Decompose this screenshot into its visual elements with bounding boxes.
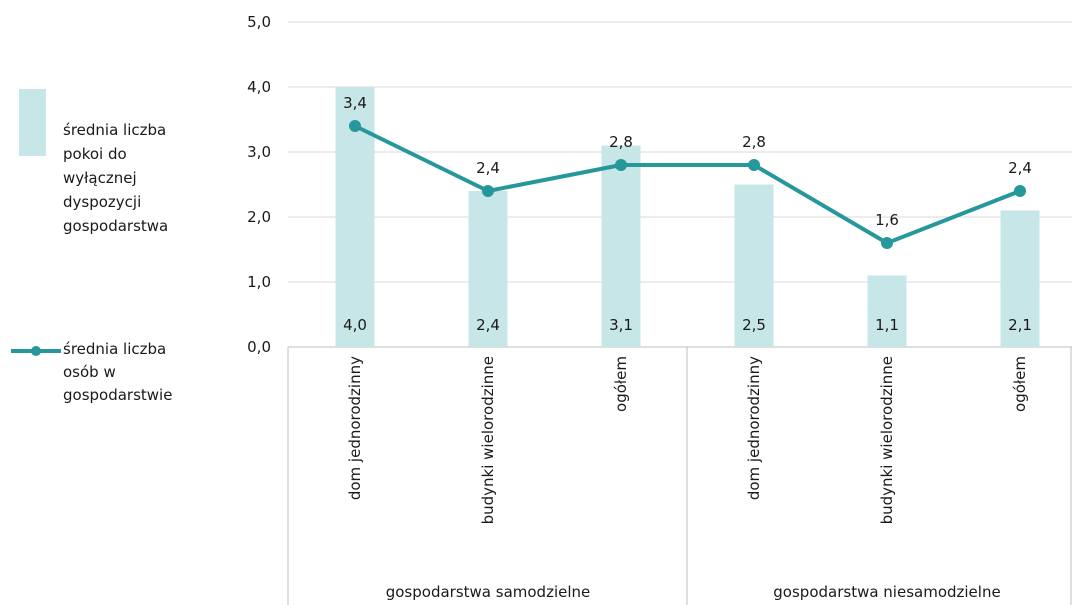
- bar: [734, 184, 774, 347]
- legend-bar-label-line: dyspozycji: [63, 193, 142, 211]
- x-tick-label: ogółem: [1011, 356, 1029, 412]
- x-tick-label: dom jednorodzinny: [745, 356, 763, 500]
- y-tick-label: 2,0: [247, 208, 271, 226]
- line-value-label: 2,4: [1008, 159, 1032, 177]
- line-value-label: 2,4: [476, 159, 500, 177]
- line-value-label: 3,4: [343, 94, 367, 112]
- bar: [867, 275, 907, 347]
- legend: średnia liczba pokoi do wyłącznej dyspoz…: [0, 0, 240, 605]
- line-point: [482, 185, 494, 197]
- group-label: gospodarstwa samodzielne: [386, 583, 591, 601]
- bar-value-label: 2,1: [1008, 316, 1032, 334]
- y-tick-label: 1,0: [247, 273, 271, 291]
- line-series: [353, 124, 1022, 245]
- line-value-label: 1,6: [875, 211, 899, 229]
- bar-value-label: 4,0: [343, 316, 367, 334]
- line-point: [1014, 185, 1026, 197]
- legend-bar-label-line: średnia liczba: [63, 121, 167, 139]
- x-tick-label: budynki wielorodzinne: [479, 356, 497, 524]
- line-point: [349, 120, 361, 132]
- y-tick-label: 3,0: [247, 143, 271, 161]
- line-point: [615, 159, 627, 171]
- line-value-label: 2,8: [609, 133, 633, 151]
- x-tick-label: budynki wielorodzinne: [878, 356, 896, 524]
- y-tick-label: 4,0: [247, 78, 271, 96]
- legend-bar-swatch: [19, 89, 46, 156]
- bar-value-label: 3,1: [609, 316, 633, 334]
- bar: [1000, 210, 1040, 347]
- bar-value-label: 2,4: [476, 316, 500, 334]
- group-label: gospodarstwa niesamodzielne: [773, 583, 1000, 601]
- bar: [601, 145, 641, 347]
- legend-bar-label: średnia liczba pokoi do wyłącznej dyspoz…: [63, 118, 233, 238]
- legend-bar-label-line: gospodarstwa: [63, 217, 169, 235]
- x-tick-label: dom jednorodzinny: [346, 356, 364, 500]
- line-point: [748, 159, 760, 171]
- legend-bar-label-line: pokoi do: [63, 145, 127, 163]
- legend-line-marker: [31, 346, 41, 356]
- bar-value-label: 2,5: [742, 316, 766, 334]
- bar-value-label: 1,1: [875, 316, 899, 334]
- x-tick-label: ogółem: [612, 356, 630, 412]
- line-point: [881, 237, 893, 249]
- bar: [468, 191, 508, 347]
- legend-bar-label-line: wyłącznej: [63, 169, 137, 187]
- legend-line-label-line: osób w: [63, 363, 116, 381]
- legend-line-label-line: gospodarstwie: [63, 386, 173, 404]
- legend-line-label-line: średnia liczba: [63, 340, 167, 358]
- y-tick-label: 5,0: [247, 13, 271, 31]
- legend-line-label: średnia liczba osób w gospodarstwie: [63, 338, 233, 407]
- y-tick-label: 0,0: [247, 338, 271, 356]
- line-value-label: 2,8: [742, 133, 766, 151]
